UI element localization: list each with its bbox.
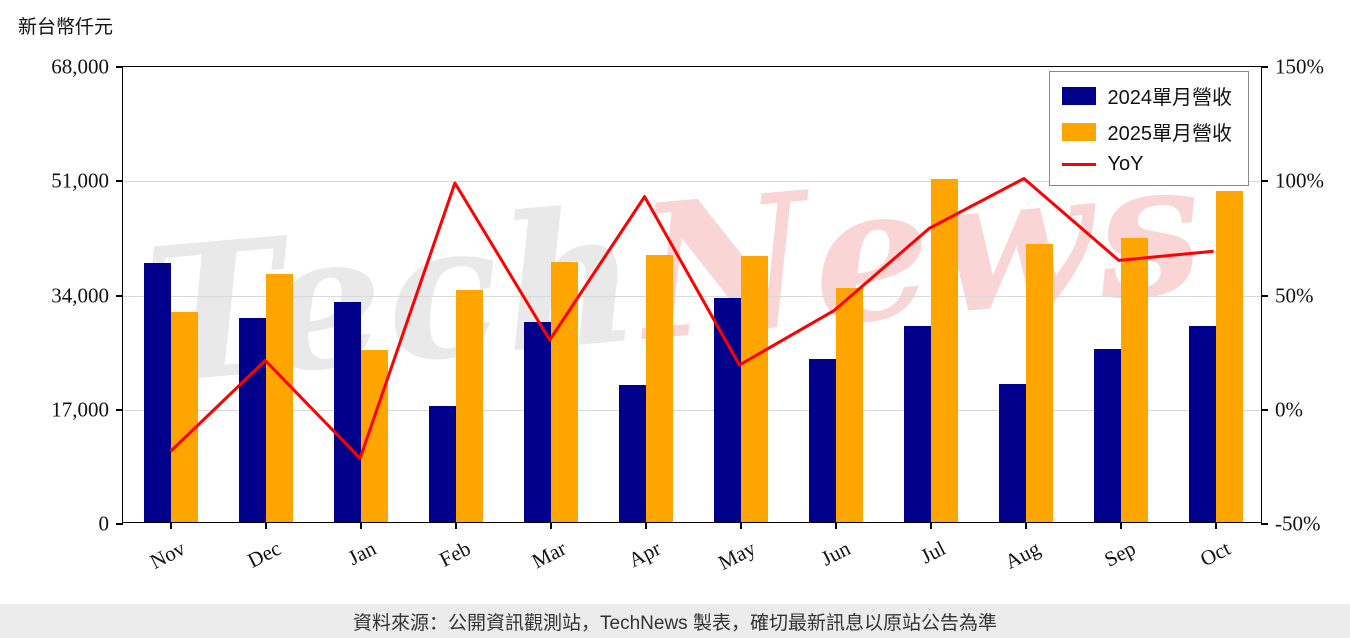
y-axis-right-tick-label: 50% [1275,283,1314,307]
x-axis-month-label: Dec [243,536,285,573]
plot-area: TechNews 0 17,000 34,000 51,000 68,000 -50% 0%… [51,55,1324,575]
yoy-line [169,177,1214,460]
y-axis-right-tick-label: 0% [1275,397,1303,422]
legend-item-2025: 2025單月營收 [1061,117,1233,146]
y-axis-left-tick-label: 0 [98,511,110,536]
legend-swatch-2025 [1061,122,1096,141]
y-axis-left-tick [116,180,123,183]
x-axis-month-label: Jun [817,536,855,571]
x-axis-month-label: Sep [1100,536,1140,572]
x-axis-month-label: Nov [146,536,190,574]
bar-2024 [333,301,361,522]
bar-2025 [170,312,198,522]
bar-2024 [143,263,171,522]
footer-note: 資料來源：公開資訊觀測站，TechNews 製表，確切最新訊息以原站公告為準 [0,604,1350,638]
y-axis-right-tick-label: -50% [1275,511,1321,536]
x-axis-tick [644,522,647,529]
y-axis-right-tick [1261,408,1268,411]
x-axis-tick [1024,522,1027,529]
yoy-line-layer [169,177,1214,460]
bar-2025 [455,290,483,522]
x-axis-tick [454,522,457,529]
bar-2024 [713,297,741,522]
x-axis-month-label: Apr [624,536,665,573]
bar-2025 [1025,244,1053,522]
x-axis-tick [739,522,742,529]
bar-2025 [645,254,673,522]
x-axis-tick [1214,522,1217,529]
bar-2024 [523,321,551,522]
x-axis-month-label: Feb [435,536,475,572]
legend-swatch-2024 [1061,86,1096,105]
y-axis-left-tick-label: 51,000 [51,168,109,193]
y-axis-left-tick-label: 17,000 [51,397,109,422]
y-axis-right-tick-label: 150% [1275,54,1324,79]
bar-2025 [740,255,768,522]
x-axis-tick [169,522,172,529]
gridline [123,181,1261,183]
legend-item-yoy: YoY [1061,153,1233,176]
y-axis-right-tick [1261,523,1268,525]
y-axis-left-tick-label: 68,000 [51,54,109,79]
x-axis-month-label: Oct [1196,536,1235,572]
y-axis-left-tick [116,408,123,411]
bar-2025 [1120,237,1148,522]
bar-2024 [998,384,1026,522]
x-axis-month-label: Aug [1001,536,1045,574]
x-axis-tick [929,522,932,529]
y-axis-right-tick [1261,294,1268,297]
bar-2024 [428,406,456,522]
bar-2024 [808,358,836,522]
legend-item-2024: 2024單月營收 [1061,81,1233,110]
bar-2024 [1093,349,1121,522]
bar-2025 [835,288,863,522]
bar-2025 [265,274,293,522]
y-axis-unit-label: 新台幣仟元 [18,17,114,38]
bar-2024 [618,384,646,522]
gridline [123,409,1261,411]
legend-label-2025: 2025單月營收 [1107,123,1233,145]
gridline [123,295,1261,297]
y-axis-right-tick [1261,66,1268,68]
x-axis-tick [834,522,837,529]
x-axis-month-label: Mar [527,536,570,574]
y-axis-left-tick-label: 34,000 [51,283,109,307]
y-axis-right-tick-label: 100% [1275,168,1324,193]
y-axis-left-tick [116,294,123,297]
x-axis-tick [1119,522,1122,529]
bar-2024 [903,325,931,522]
x-axis-month-label: Jan [343,536,380,571]
bar-2025 [1215,190,1243,522]
bar-2024 [1188,325,1216,522]
x-axis-tick [549,522,552,529]
legend: 2024單月營收 2025單月營收 YoY [1048,71,1249,186]
legend-swatch-yoy-line [1061,163,1096,166]
bar-2025 [930,178,958,522]
y-axis-right-tick [1261,180,1268,183]
x-axis-tick [264,522,267,529]
bar-2025 [360,350,388,522]
y-axis-left-tick [116,523,123,525]
x-axis-month-label: May [714,536,760,575]
legend-label-yoy: YoY [1107,153,1144,175]
x-axis-tick [359,522,362,529]
bar-2024 [238,317,266,522]
legend-label-2024: 2024單月營收 [1107,87,1233,109]
x-axis-month-label: Jul [916,536,950,569]
y-axis-left-tick [116,66,123,68]
